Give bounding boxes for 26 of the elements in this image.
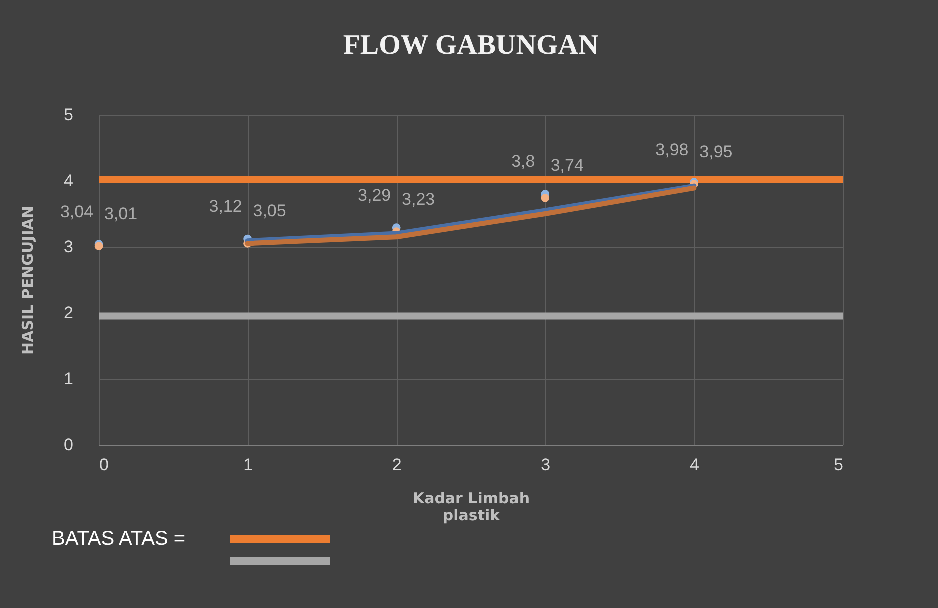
data-label: 3,12	[209, 197, 242, 216]
legend-label: BATAS ATAS =	[52, 528, 187, 550]
x-tick-label: 1	[244, 456, 254, 474]
data-label: 3,01	[104, 204, 138, 224]
data-label: 3,74	[550, 156, 584, 176]
chart-title: FLOW GABUNGAN	[343, 30, 599, 61]
y-tick-label: 4	[64, 172, 74, 190]
data-label: 3,23	[402, 190, 436, 209]
x-tick-label: 0	[100, 456, 109, 474]
x-tick-label: 4	[690, 456, 700, 474]
data-label: 3,98	[656, 140, 689, 160]
data-label: 3,04	[60, 202, 94, 222]
y-tick-label: 0	[64, 436, 74, 454]
x-axis-title: Kadar Limbah plastik	[412, 490, 530, 524]
y-tick-label: 1	[64, 370, 74, 388]
data-label: 3,29	[358, 186, 392, 205]
x-tick-label: 3	[541, 456, 551, 474]
data-label: 3,8	[512, 152, 536, 172]
y-tick-label: 2	[64, 304, 74, 322]
x-tick-label: 5	[834, 456, 844, 474]
y-tick-label: 3	[64, 238, 74, 256]
y-tick-label: 5	[64, 106, 74, 124]
data-label: 3,05	[253, 202, 286, 221]
x-tick-label: 2	[392, 456, 402, 474]
data-label: 3,95	[700, 142, 733, 162]
y-axis-title: HASIL PENGUJIAN	[19, 206, 38, 355]
